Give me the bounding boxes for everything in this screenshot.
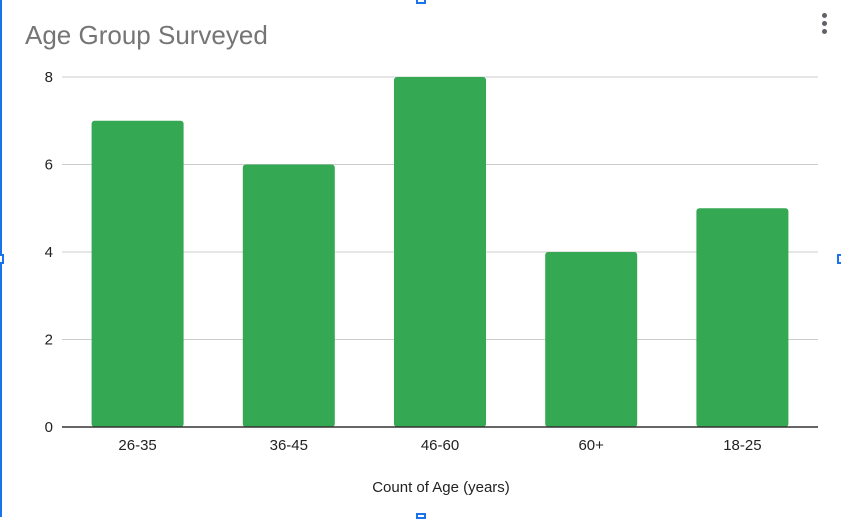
resize-handle-left[interactable] [0, 254, 4, 264]
y-tick-label: 0 [45, 419, 53, 436]
y-tick-label: 2 [45, 332, 53, 349]
resize-handle-right[interactable] [837, 254, 841, 264]
bar-26-35[interactable] [91, 120, 184, 427]
bar-60+[interactable] [545, 252, 638, 427]
y-tick-label: 4 [45, 244, 53, 261]
resize-handle-top[interactable] [416, 0, 426, 4]
x-tick-label: 26-35 [118, 437, 156, 454]
bar-18-25[interactable] [696, 208, 789, 427]
x-tick-label: 60+ [578, 437, 604, 454]
x-tick-label: 46-60 [421, 437, 459, 454]
y-tick-label: 8 [45, 69, 53, 86]
x-tick-label: 18-25 [723, 437, 761, 454]
more-vert-icon[interactable] [814, 8, 834, 38]
x-tick-label: 36-45 [270, 437, 308, 454]
x-axis-title: Count of Age (years) [372, 479, 510, 496]
y-tick-label: 6 [45, 157, 53, 174]
bar-36-45[interactable] [242, 164, 335, 428]
bar-46-60[interactable] [394, 77, 486, 427]
chart-title: Age Group Surveyed [25, 20, 268, 50]
